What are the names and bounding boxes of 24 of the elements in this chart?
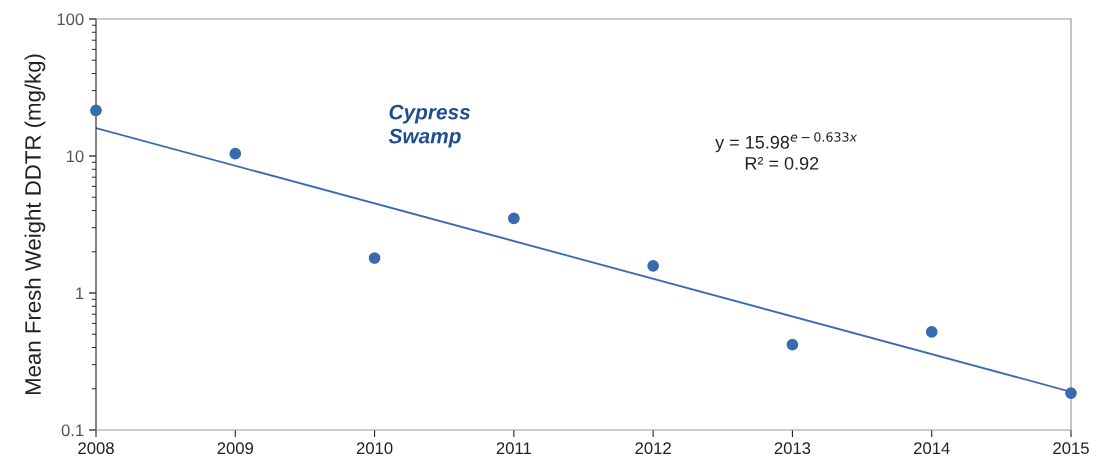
point xyxy=(786,338,799,351)
x-tick-label: 2014 xyxy=(914,442,950,455)
annotation: y = 15.98$^{e−0.633x}$ xyxy=(715,132,858,153)
x-tick-label: 2012 xyxy=(635,442,671,455)
x-tick-label: 2008 xyxy=(78,442,114,455)
point xyxy=(1065,387,1077,399)
x-tick-label: 2009 xyxy=(217,442,254,455)
point xyxy=(229,147,242,160)
y-tick-label: 10 xyxy=(66,150,84,163)
annotation: R² = 0.92 xyxy=(745,156,819,170)
x-tick-label: 2015 xyxy=(1053,442,1089,455)
x-tick-label: 2013 xyxy=(774,442,811,455)
y-tick-label: 0.1 xyxy=(61,424,84,437)
y-tick-label: 100 xyxy=(57,13,84,26)
annotation: Cypress Swamp xyxy=(388,104,471,148)
x-tick-label: 2011 xyxy=(496,442,531,455)
x-tick-label: 2010 xyxy=(356,442,393,455)
point xyxy=(368,252,381,264)
point xyxy=(508,212,520,225)
y-tick-label: 1 xyxy=(76,287,84,300)
point xyxy=(90,104,102,117)
point xyxy=(925,326,938,338)
point xyxy=(647,259,659,272)
y-axis-title: Mean Fresh Weight DDTR (mg/kg) xyxy=(24,54,46,395)
